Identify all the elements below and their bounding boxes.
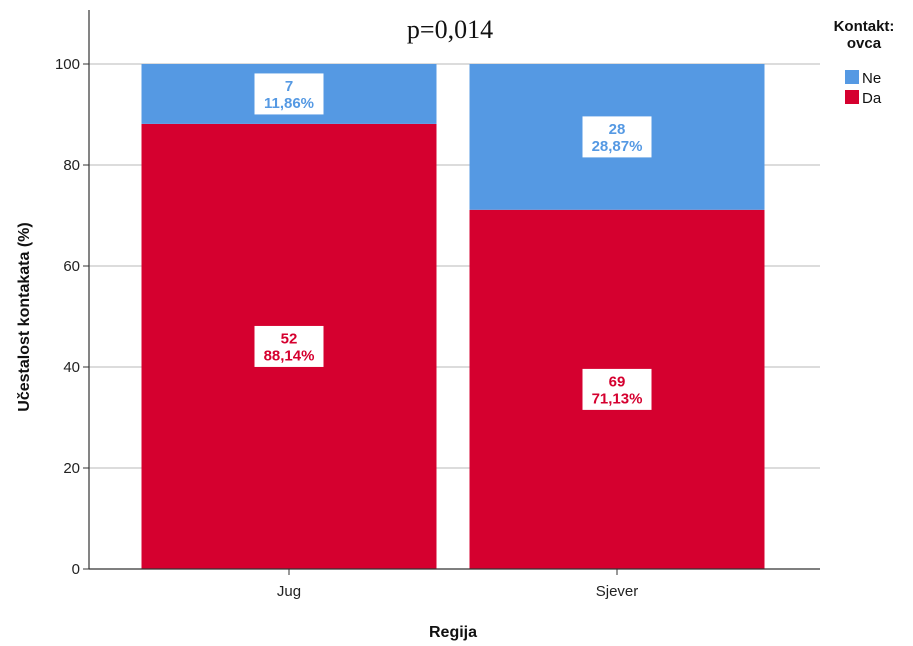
data-label-count: 52 xyxy=(281,330,298,347)
data-label-percent: 88,14% xyxy=(264,347,315,364)
legend: Kontakt: ovca Ne Da xyxy=(834,18,895,107)
legend-title-line-2: ovca xyxy=(847,35,882,52)
data-label-box xyxy=(254,325,324,367)
y-tick-label: 60 xyxy=(63,258,80,275)
data-label-box xyxy=(254,73,324,115)
legend-label: Da xyxy=(862,90,882,107)
legend-label: Ne xyxy=(862,70,881,87)
data-label-percent: 11,86% xyxy=(264,95,314,112)
axes: 0 20 40 60 80 100 Jug Sjever xyxy=(55,10,820,600)
bars xyxy=(141,64,765,569)
data-label-count: 28 xyxy=(609,121,626,138)
x-tick-label-sjever: Sjever xyxy=(596,583,639,600)
legend-item-ne: Ne xyxy=(845,70,881,87)
y-axis-title: Učestalost kontakata (%) xyxy=(16,222,33,411)
legend-swatch xyxy=(845,70,859,84)
data-label-count: 69 xyxy=(609,373,626,390)
chart-title: p=0,014 xyxy=(407,15,493,44)
data-label-percent: 71,13% xyxy=(592,390,643,407)
data-label-jug-ne: 711,86% xyxy=(254,73,324,115)
data-label-count: 7 xyxy=(285,78,293,95)
y-tick-label: 20 xyxy=(63,460,80,477)
x-tick-label-jug: Jug xyxy=(277,583,301,600)
x-axis-title: Regija xyxy=(429,624,477,641)
y-tick-label: 0 xyxy=(72,561,80,578)
legend-swatch xyxy=(845,90,859,104)
data-label-box xyxy=(582,116,652,158)
data-label-box xyxy=(582,368,652,410)
legend-title-line-1: Kontakt: xyxy=(834,18,895,35)
data-label-percent: 28,87% xyxy=(592,138,643,155)
legend-item-da: Da xyxy=(845,90,882,107)
y-tick-label: 40 xyxy=(63,359,80,376)
y-tick-label: 80 xyxy=(63,157,80,174)
y-tick-label: 100 xyxy=(55,56,80,73)
